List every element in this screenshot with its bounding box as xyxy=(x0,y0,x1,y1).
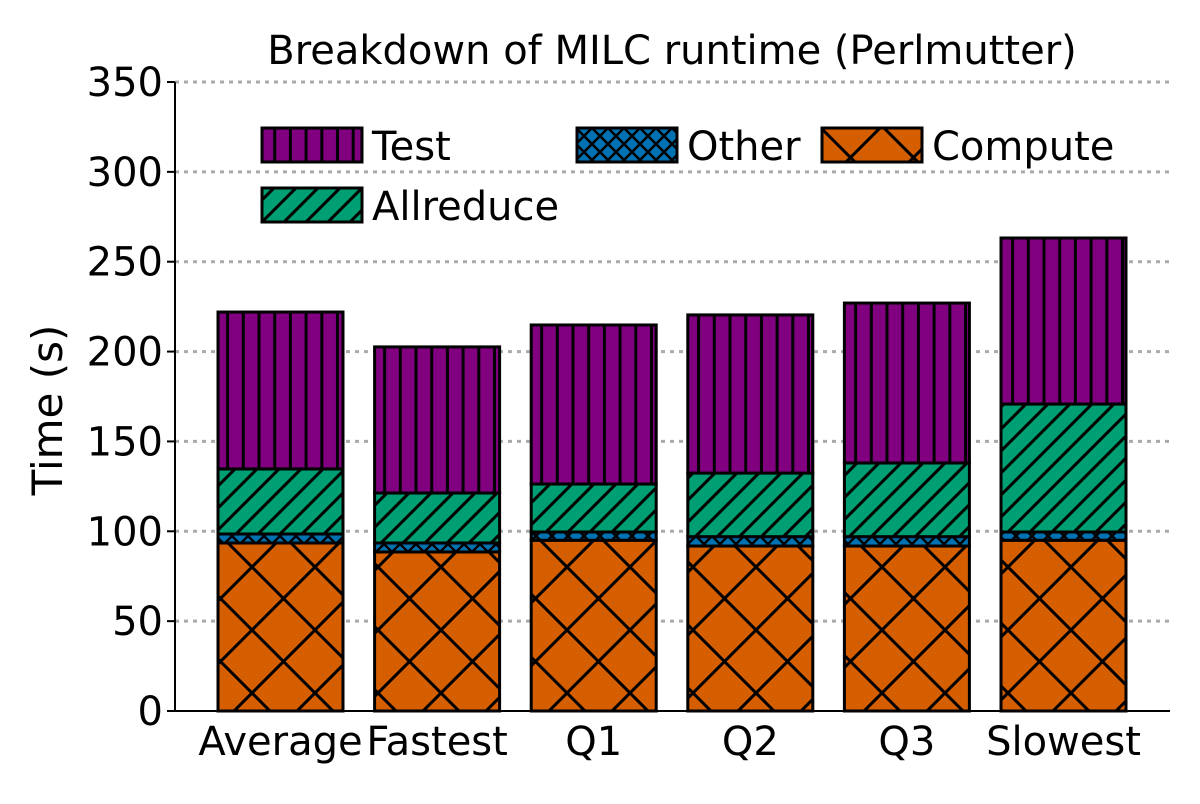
y-tick-label: 300 xyxy=(87,150,163,196)
bar-hatch-allreduce xyxy=(686,471,815,539)
y-tick-label: 150 xyxy=(87,419,163,465)
bar-hatch-test xyxy=(216,310,345,471)
bar-hatch-test xyxy=(999,236,1128,406)
bar-hatch-test xyxy=(373,345,502,495)
legend-swatch-hatch-other xyxy=(575,126,679,164)
y-axis-label: Time (s) xyxy=(23,325,72,497)
x-tick-label: Q3 xyxy=(878,719,935,765)
bar-hatch-allreduce xyxy=(842,461,971,539)
legend-label-allreduce: Allreduce xyxy=(372,184,559,230)
x-tick-label: Average xyxy=(198,719,362,765)
bar-hatch-test xyxy=(529,323,658,486)
bar-hatch-compute xyxy=(686,544,815,713)
bar-hatch-compute xyxy=(999,538,1128,713)
bar-hatch-allreduce xyxy=(999,402,1128,534)
x-tick-label: Q2 xyxy=(722,719,779,765)
bar-hatch-compute xyxy=(842,544,971,713)
bar-hatch-allreduce xyxy=(373,491,502,545)
bar-hatch-compute xyxy=(373,550,502,713)
y-tick-label: 250 xyxy=(87,240,163,286)
x-tick-label: Q1 xyxy=(565,719,622,765)
legend-swatch-hatch-test xyxy=(260,126,364,164)
legend-swatch-hatch-allreduce xyxy=(260,186,364,224)
y-tick-label: 0 xyxy=(138,689,163,735)
legend-label-other: Other xyxy=(687,124,801,170)
x-tick-label: Slowest xyxy=(986,719,1141,765)
bar-hatch-allreduce xyxy=(216,467,345,536)
legend-label-test: Test xyxy=(371,124,451,170)
bar-hatch-compute xyxy=(216,541,345,713)
bar-hatch-compute xyxy=(529,538,658,713)
legend-label-compute: Compute xyxy=(932,124,1114,170)
bar-hatch-allreduce xyxy=(529,482,658,534)
y-tick-label: 100 xyxy=(87,509,163,555)
y-tick-label: 50 xyxy=(112,599,163,645)
bar-hatch-test xyxy=(842,301,971,465)
y-tick-label: 200 xyxy=(87,330,163,376)
chart-title: Breakdown of MILC runtime (Perlmutter) xyxy=(267,28,1077,74)
bar-hatch-test xyxy=(686,313,815,475)
y-tick-label: 350 xyxy=(87,60,163,106)
x-tick-label: Fastest xyxy=(366,719,508,765)
legend-swatch-hatch-compute xyxy=(820,126,924,164)
